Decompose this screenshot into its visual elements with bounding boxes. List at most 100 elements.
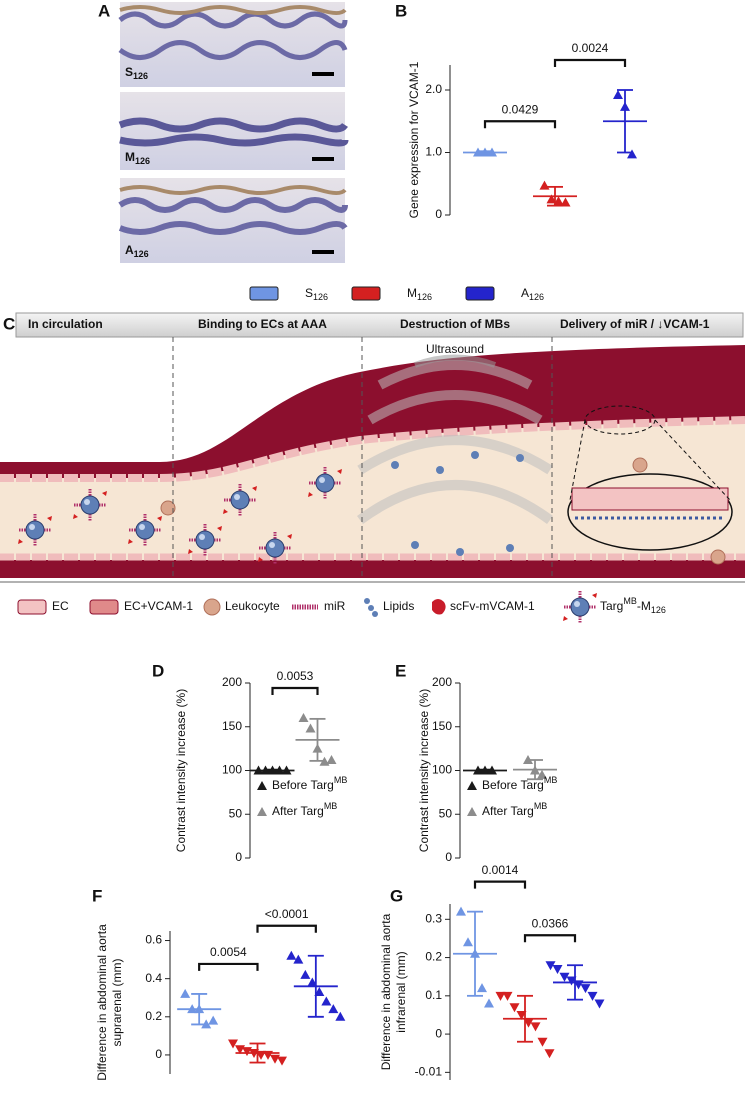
data-point — [537, 1037, 548, 1047]
data-point — [314, 987, 325, 997]
legend-label: M126 — [407, 286, 432, 302]
text-part: MB — [324, 801, 338, 811]
data-point — [321, 996, 332, 1006]
legend-label: scFv-mVCAM-1 — [450, 599, 535, 613]
y-tick-label: 2.0 — [425, 82, 442, 96]
data-point — [537, 769, 547, 779]
schematic — [436, 466, 444, 474]
schematic — [0, 560, 745, 578]
data-point — [328, 1004, 339, 1014]
schematic — [357, 435, 553, 475]
text-part: -M — [637, 599, 651, 613]
legend-label: After TargMB — [272, 801, 337, 818]
p-value: 0.0366 — [532, 916, 569, 930]
legend-label: Before TargMB — [482, 775, 557, 792]
significance-bracket — [256, 924, 317, 933]
data-point — [523, 1018, 534, 1028]
y-tick-label: 0.6 — [145, 933, 162, 947]
text-part: MB — [334, 775, 348, 785]
image-label: A126 — [125, 243, 149, 259]
text-part: M — [407, 286, 417, 300]
text-part: MB — [534, 801, 548, 811]
text-part: A — [521, 286, 529, 300]
legend-marker — [467, 781, 477, 790]
panel-label: B — [395, 1, 407, 20]
y-tick-label: 0.4 — [145, 971, 162, 985]
text-part: EC — [52, 599, 69, 613]
schematic — [15, 312, 744, 338]
legend-label: A126 — [521, 286, 544, 302]
text-part: 126 — [134, 249, 149, 259]
schematic — [172, 337, 553, 580]
data-point — [495, 991, 506, 1001]
text-part: After Targ — [482, 804, 534, 818]
y-tick-label: 50 — [439, 806, 453, 820]
histology-images — [119, 185, 347, 195]
y-tick-label: 200 — [222, 675, 242, 689]
data-point — [307, 977, 318, 987]
legend-marker — [257, 781, 267, 790]
schematic — [0, 345, 745, 478]
data-point — [546, 194, 557, 204]
panel-label: A — [98, 1, 110, 20]
data-point — [552, 965, 563, 975]
significance-bracket — [523, 934, 577, 943]
stage-header: Delivery of miR / ↓VCAM-1 — [560, 317, 710, 331]
y-tick-label: 0.2 — [425, 950, 442, 964]
ultrasound-label: Ultrasound — [426, 342, 484, 356]
histology-images — [312, 250, 334, 254]
text-part: S — [125, 65, 133, 79]
text-part: 126 — [135, 156, 150, 166]
histology-images — [120, 92, 345, 170]
data-point — [335, 1011, 346, 1021]
legend-swatch — [249, 286, 279, 301]
y-tick-label: 0 — [155, 1047, 162, 1061]
histology-images — [119, 5, 347, 15]
schematic — [89, 599, 119, 615]
data-point — [580, 984, 591, 994]
p-value: 0.0024 — [572, 41, 609, 55]
stage-header: Binding to ECs at AAA — [198, 317, 327, 331]
y-tick-label: -0.01 — [415, 1065, 443, 1079]
schematic — [17, 599, 47, 615]
image-label: M126 — [125, 150, 150, 166]
p-value: 0.0054 — [210, 945, 247, 959]
schematic — [654, 419, 731, 501]
text-part: M — [125, 150, 135, 164]
data-point — [509, 1003, 520, 1013]
y-tick-label: 0.2 — [145, 1009, 162, 1023]
histology-images — [118, 2, 349, 263]
text-part: miR — [324, 599, 346, 613]
histology-images — [118, 11, 348, 60]
significance-bracket — [473, 880, 527, 889]
legend-label: Leukocyte — [225, 599, 280, 613]
legend-swatch — [351, 286, 381, 301]
data-point — [545, 961, 556, 971]
schematic — [160, 457, 726, 565]
data-point — [484, 998, 494, 1008]
image-label: S126 — [125, 65, 148, 81]
stage-header: Destruction of MBs — [400, 317, 510, 331]
schematic — [411, 541, 419, 549]
legend-label: After TargMB — [482, 801, 547, 818]
histology-images — [312, 157, 334, 161]
data-point — [300, 969, 311, 979]
schematic — [391, 461, 399, 469]
y-tick-label: 0 — [435, 1026, 442, 1040]
y-tick-label: 50 — [229, 806, 243, 820]
y-tick-label: 0 — [445, 850, 452, 864]
data-point — [305, 723, 316, 733]
schematic — [506, 544, 514, 552]
legend-marker — [257, 807, 267, 816]
schematic — [160, 500, 176, 516]
text-part: MB — [544, 775, 558, 785]
stage-header: In circulation — [28, 317, 103, 331]
y-axis-label: suprarenal (mm) — [110, 958, 124, 1046]
y-tick-label: 150 — [432, 719, 452, 733]
data-point — [293, 954, 304, 964]
data-point — [516, 1010, 527, 1020]
y-tick-label: 100 — [432, 763, 452, 777]
schematic — [0, 420, 745, 560]
schematic — [413, 354, 497, 368]
data-point — [326, 755, 337, 764]
